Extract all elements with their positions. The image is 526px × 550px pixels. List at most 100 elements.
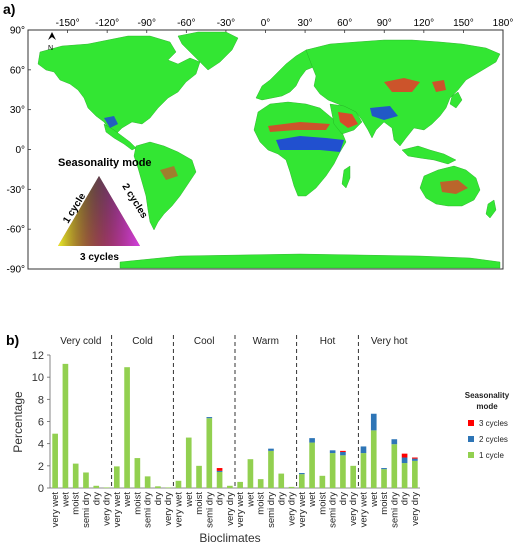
bar-segment xyxy=(412,457,418,459)
lon-tick-label: 180° xyxy=(493,18,514,29)
bar-segment xyxy=(52,433,58,488)
new-zealand xyxy=(485,199,497,219)
legend-swatch xyxy=(468,420,474,426)
lat-tick-label: 90° xyxy=(10,26,25,37)
greenland xyxy=(177,31,239,71)
y-tick-label: 10 xyxy=(32,372,44,384)
lon-tick-label: 0° xyxy=(261,18,271,29)
bar-segment xyxy=(216,471,223,488)
y-tick-label: 12 xyxy=(32,350,44,362)
group-label: Cool xyxy=(194,336,215,347)
bar-segment xyxy=(401,457,408,464)
bar-segment xyxy=(216,470,223,472)
lat-tick-label: 0° xyxy=(15,145,25,156)
bar-segment xyxy=(72,463,79,488)
japan xyxy=(449,91,463,109)
bar-segment xyxy=(340,450,346,452)
x-tick-label: moist xyxy=(194,492,205,515)
x-tick-label: semi dry xyxy=(389,492,400,528)
bar-segment xyxy=(155,486,161,488)
bar-segment xyxy=(298,473,305,475)
y-tick-label: 2 xyxy=(38,461,44,473)
bar-segment xyxy=(93,485,100,488)
bars xyxy=(52,363,418,489)
panel-b-label: b) xyxy=(6,332,19,348)
bar-segment xyxy=(165,487,172,489)
bar-segment xyxy=(298,474,305,488)
lon-tick-label: 120° xyxy=(413,18,434,29)
longitude-ticks: -150° -120° -90° -60° -30° 0° 30° 60° 90° 120° 150… xyxy=(56,18,514,33)
x-tick-label: semi dry xyxy=(81,492,92,528)
x-tick-label: very dry xyxy=(225,492,236,526)
bar-segment xyxy=(360,453,367,488)
x-tick-label: very wet xyxy=(112,492,123,528)
sahel-three-cycle-band xyxy=(268,122,330,132)
x-tick-label: very dry xyxy=(163,492,174,526)
bar-legend-title-line2: mode xyxy=(476,402,498,411)
bar-segment xyxy=(391,439,398,445)
group-label: Very cold xyxy=(60,336,101,347)
x-tick-labels: very wet wet moist semi dry dry very dry very … xyxy=(50,492,421,528)
south-america-three-cycle xyxy=(160,166,178,180)
x-tick-label: very wet xyxy=(173,492,184,528)
y-tick-label: 8 xyxy=(38,394,44,406)
lon-tick-label: -150° xyxy=(56,18,80,29)
legend-entry: 3 cycles xyxy=(479,419,508,428)
lon-tick-label: 90° xyxy=(377,18,392,29)
australia-mixed-cycle xyxy=(440,180,468,194)
bar-segment xyxy=(340,455,346,488)
bar-segment xyxy=(134,458,141,488)
bar-segment xyxy=(206,418,213,488)
north-arrow-icon: N xyxy=(48,32,56,52)
bar-segment xyxy=(401,453,408,458)
arabia-three-cycle xyxy=(338,112,358,128)
bar-segment xyxy=(237,481,243,488)
bar-segment xyxy=(257,479,264,488)
asia xyxy=(305,39,501,147)
bar-segment xyxy=(340,451,346,456)
x-tick-label: very wet xyxy=(50,492,61,528)
y-axis: 0 2 4 6 8 10 12 xyxy=(32,350,420,495)
bar-segment xyxy=(216,468,223,471)
legend-entry: 2 cycles xyxy=(479,435,508,444)
bar-segment xyxy=(144,476,151,488)
bar-segment xyxy=(227,485,233,488)
x-tick-label: moist xyxy=(132,492,143,515)
india-two-cycle xyxy=(370,106,398,120)
bar-segment xyxy=(401,463,408,488)
bar-segment xyxy=(370,413,377,431)
x-tick-label: very wet xyxy=(358,492,369,528)
bar-segment xyxy=(124,367,130,488)
group-label: Hot xyxy=(320,336,336,347)
bar-segment xyxy=(268,450,274,488)
y-tick-label: 6 xyxy=(38,417,44,429)
lon-tick-label: -60° xyxy=(177,18,195,29)
x-tick-label: wet xyxy=(245,492,256,508)
bar-segment xyxy=(319,475,326,488)
north-arrow-label: N xyxy=(48,45,53,52)
x-tick-label: semi dry xyxy=(204,492,215,528)
x-tick-label: moist xyxy=(71,492,82,515)
bar-segment xyxy=(309,438,315,443)
bar-segment xyxy=(278,473,285,488)
legend-swatch xyxy=(468,452,474,458)
x-tick-label: wet xyxy=(184,492,195,508)
americas-two-cycle xyxy=(104,116,118,128)
x-tick-label: semi dry xyxy=(328,492,339,528)
group-label: Warm xyxy=(253,336,279,347)
panel-a: a) -150° -120° -90° -60° -30° 0° 30° 60° 90° 120°… xyxy=(3,1,513,276)
x-tick-label: dry xyxy=(338,492,349,505)
legend-title: Seasonality mode xyxy=(58,157,152,169)
panel-a-label: a) xyxy=(3,1,15,17)
bar-segment xyxy=(381,469,387,488)
bar-segment xyxy=(206,417,213,419)
bar-segment xyxy=(360,446,367,454)
group-label: Cold xyxy=(132,336,153,347)
x-tick-label: dry xyxy=(400,492,411,505)
x-tick-label: semi dry xyxy=(266,492,277,528)
lon-tick-label: 30° xyxy=(298,18,313,29)
x-tick-label: moist xyxy=(317,492,328,515)
x-tick-label: very wet xyxy=(235,492,246,528)
